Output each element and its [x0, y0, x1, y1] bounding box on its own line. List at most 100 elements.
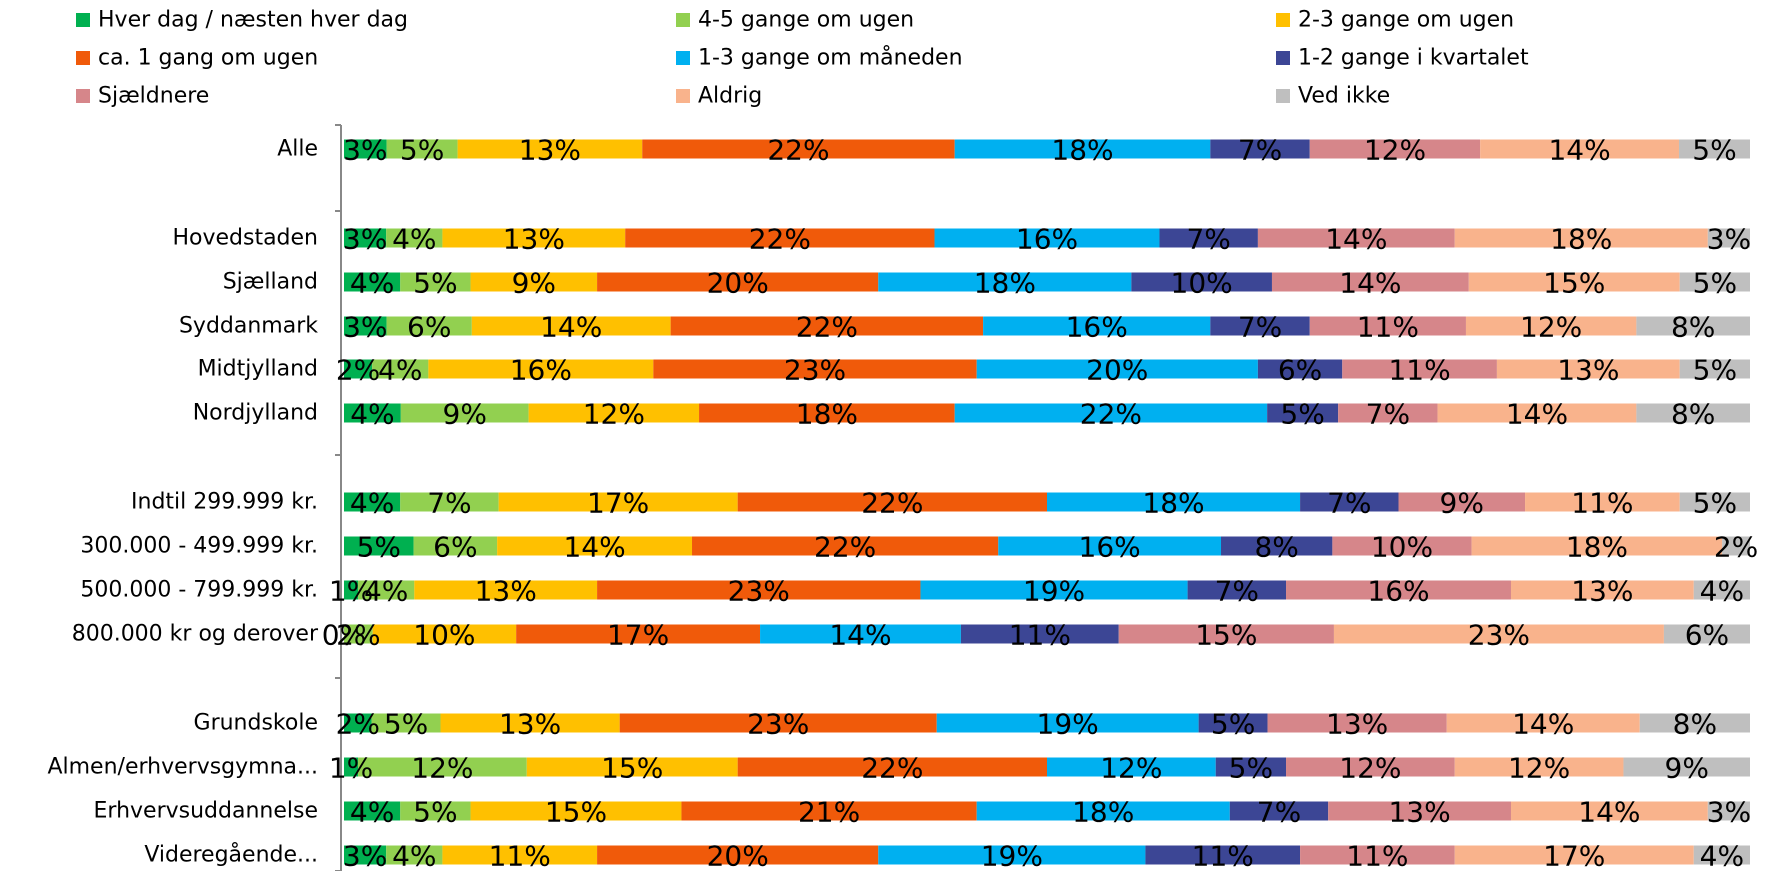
- data-label: 14%: [1548, 134, 1610, 167]
- data-label: 17%: [1543, 840, 1605, 871]
- data-label: 7%: [1327, 487, 1371, 520]
- bar-segment-aldrig: [1510, 801, 1708, 821]
- bar-segment-hver-dag-n-sten-hver-dag: [344, 316, 387, 336]
- bar-segment-ved-ikke: [1693, 845, 1750, 865]
- data-label: 11%: [489, 840, 551, 871]
- data-label: 11%: [1009, 619, 1071, 652]
- data-label: 20%: [707, 267, 769, 300]
- legend-swatch-ca-1-gang-om-ugen: [76, 51, 90, 65]
- data-label: 5%: [1693, 267, 1737, 300]
- legend-label-hver-dag-n-sten-hver-dag: Hver dag / næsten hver dag: [98, 8, 408, 33]
- data-label: 13%: [1388, 796, 1450, 829]
- bar-segment-4-5-gange-om-ugen: [400, 403, 529, 423]
- data-label: 12%: [1364, 134, 1426, 167]
- bar-segment-aldrig: [1437, 403, 1637, 423]
- bar-segment-sj-ldnere: [1309, 139, 1481, 159]
- bar-segment-ved-ikke: [1679, 359, 1750, 379]
- bar-segment-aldrig: [1480, 139, 1679, 159]
- data-label: 5%: [1692, 134, 1736, 167]
- bar-segment-4-5-gange-om-ugen: [386, 228, 443, 248]
- data-label: 23%: [747, 708, 809, 741]
- data-label: 14%: [1339, 267, 1401, 300]
- data-label: 5%: [1693, 487, 1737, 520]
- bar-segment-1-2-gange-i-kvartalet: [1215, 757, 1287, 777]
- bar-segment-sj-ldnere: [1271, 272, 1469, 292]
- bar-segment-hver-dag-n-sten-hver-dag: [344, 359, 373, 379]
- data-label: 14%: [563, 531, 625, 564]
- data-label: 14%: [1325, 223, 1387, 256]
- data-label: 7%: [1238, 134, 1282, 167]
- data-label: 8%: [1671, 398, 1715, 431]
- data-label: 5%: [400, 134, 444, 167]
- bar-segment-hver-dag-n-sten-hver-dag: [344, 713, 372, 733]
- data-label: 19%: [1023, 575, 1085, 608]
- bar-segment-hver-dag-n-sten-hver-dag: [344, 757, 359, 777]
- bar-segment-hver-dag-n-sten-hver-dag: [344, 580, 359, 600]
- bar-segment-ved-ikke: [1678, 139, 1750, 159]
- data-label: 12%: [583, 398, 645, 431]
- data-label: 17%: [587, 487, 649, 520]
- data-label: 19%: [981, 840, 1043, 871]
- bar-segment-1-2-gange-i-kvartalet: [960, 624, 1119, 644]
- data-label: 15%: [1195, 619, 1257, 652]
- bar-segment-4-5-gange-om-ugen: [372, 359, 429, 379]
- legend-label-aldrig: Aldrig: [698, 84, 762, 109]
- bar-segment-ca-1-gang-om-ugen: [516, 624, 761, 644]
- bar-segment-sj-ldnere: [1257, 228, 1455, 248]
- bar-segment-hver-dag-n-sten-hver-dag: [344, 228, 387, 248]
- data-label: 13%: [1326, 708, 1388, 741]
- category-label: Almen/erhvervsgymna...: [47, 755, 318, 780]
- bar-segment-1-3-gange-om-ma-neden: [954, 139, 1211, 159]
- bar-segment-1-3-gange-om-ma-neden: [936, 713, 1199, 733]
- legend-swatch-4-5-gange-om-ugen: [676, 13, 690, 27]
- data-label: 8%: [1673, 708, 1717, 741]
- bar-segment-sj-ldnere: [1398, 492, 1526, 512]
- data-labels: 3% 5% 13% 22% 18% 7% 12% 14% 5%3% 4% 13% 22% 16% 7% 14…: [322, 134, 1759, 871]
- bar-segment-ca-1-gang-om-ugen: [597, 272, 879, 292]
- data-label: 22%: [861, 752, 923, 785]
- data-label: 13%: [1557, 354, 1619, 387]
- bar-segment-2-3-gange-om-ugen: [471, 316, 671, 336]
- category-label: 800.000 kr og derover: [72, 622, 319, 647]
- bar-segment-ca-1-gang-om-ugen: [681, 801, 977, 821]
- data-label: 18%: [1142, 487, 1204, 520]
- bar-segment-ved-ikke: [1707, 801, 1750, 821]
- data-label: 7%: [427, 487, 471, 520]
- data-label: 12%: [411, 752, 473, 785]
- bar-segment-sj-ldnere: [1300, 845, 1455, 865]
- bar-segment-4-5-gange-om-ugen: [344, 624, 373, 644]
- bar-segment-sj-ldnere: [1338, 403, 1438, 423]
- bar-segment-1-2-gange-i-kvartalet: [1267, 403, 1339, 423]
- data-label: 18%: [1566, 531, 1628, 564]
- data-label: 6%: [1278, 354, 1322, 387]
- data-label: 14%: [1506, 398, 1568, 431]
- bar-segment-4-5-gange-om-ugen: [400, 272, 471, 292]
- legend-swatch-1-2-gange-i-kvartalet: [1276, 51, 1290, 65]
- data-label: 3%: [1707, 796, 1751, 829]
- bar-segment-2-3-gange-om-ugen: [440, 713, 620, 733]
- data-label: 13%: [519, 134, 581, 167]
- category-label: Sjælland: [223, 270, 318, 295]
- bar-segment-1-3-gange-om-ma-neden: [760, 624, 961, 644]
- bar-segment-ca-1-gang-om-ugen: [642, 139, 955, 159]
- bar-segment-ca-1-gang-om-ugen: [670, 316, 984, 336]
- legend-swatch-hver-dag-n-sten-hver-dag: [76, 13, 90, 27]
- data-label: 14%: [540, 311, 602, 344]
- legend-swatch-2-3-gange-om-ugen: [1276, 13, 1290, 27]
- data-label: 18%: [974, 267, 1036, 300]
- bars: [344, 139, 1750, 865]
- bar-segment-1-3-gange-om-ma-neden: [878, 845, 1146, 865]
- bar-segment-1-2-gange-i-kvartalet: [1300, 492, 1399, 512]
- bar-segment-ved-ikke: [1639, 713, 1750, 733]
- category-label: Videregående...: [144, 842, 318, 868]
- legend-swatch-aldrig: [676, 89, 690, 103]
- legend-swatch-sj-ldnere: [76, 89, 90, 103]
- data-label: 18%: [1051, 134, 1113, 167]
- data-label: 5%: [413, 267, 457, 300]
- bar-segment-1-2-gange-i-kvartalet: [1229, 801, 1329, 821]
- bar-segment-ca-1-gang-om-ugen: [737, 757, 1047, 777]
- bar-segment-4-5-gange-om-ugen: [386, 845, 443, 865]
- bar-segment-sj-ldnere: [1309, 316, 1466, 336]
- data-label: 5%: [1229, 752, 1273, 785]
